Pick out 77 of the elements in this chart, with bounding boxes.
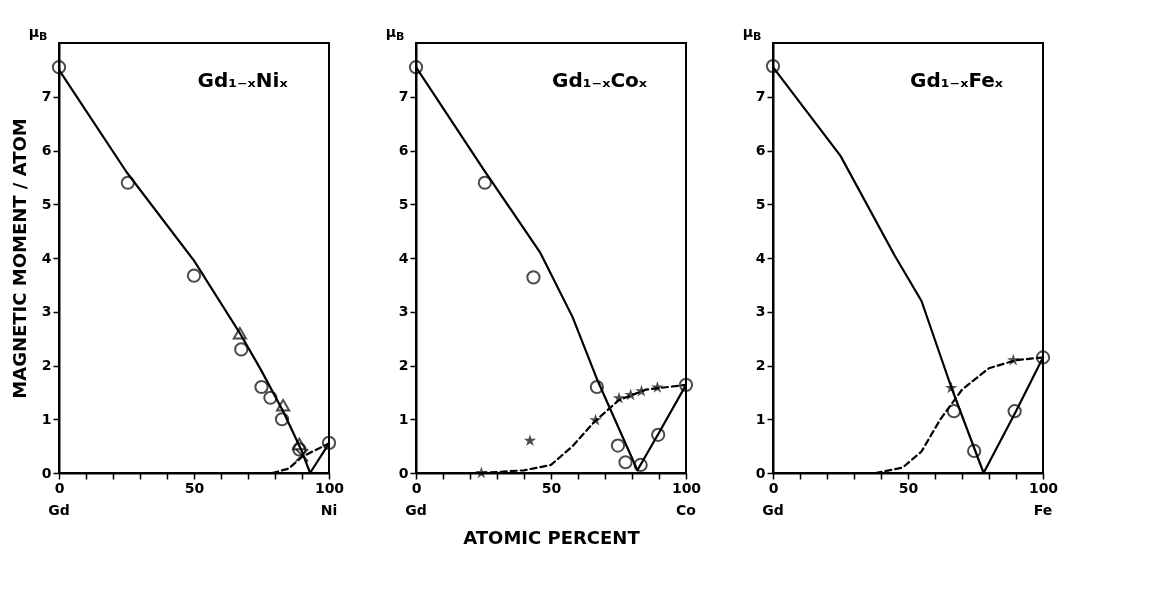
point (292, 437, 307, 451)
point (274, 412, 290, 427)
y-axis-title: MAGNETIC MOMENT / ATOM (8, 118, 30, 399)
x-tick-label: 50 (898, 479, 919, 496)
point (1035, 350, 1051, 365)
x-tick-label: 0 (54, 479, 65, 496)
y-tick-label: 3 (398, 303, 409, 320)
point (635, 384, 648, 397)
text: Gd₁₋ₓNiₓ (197, 68, 289, 92)
point (120, 175, 135, 190)
point (263, 390, 278, 405)
y-tick-label: 1 (755, 410, 766, 427)
point (523, 434, 537, 447)
point (589, 379, 605, 395)
y-tick-label: 2 (755, 357, 766, 373)
text: Gd (405, 502, 427, 518)
y-tick-label: 7 (755, 88, 766, 105)
text: Fe (1033, 502, 1053, 518)
point (321, 435, 337, 451)
y-tick-label: 5 (755, 195, 766, 212)
point (254, 379, 269, 395)
x-tick-label: 100 (1028, 479, 1059, 496)
point (526, 270, 541, 285)
point (651, 427, 666, 442)
x-tick-label: 100 (314, 479, 345, 496)
point (51, 60, 67, 75)
point (678, 377, 694, 392)
point (765, 59, 781, 74)
x-tick-label: 100 (671, 479, 702, 496)
point (618, 455, 633, 470)
point (633, 457, 648, 473)
y-tick-label: 6 (755, 142, 766, 158)
y-tick-label: 5 (398, 195, 409, 212)
point (1007, 353, 1020, 366)
y-tick-label: 4 (41, 249, 52, 266)
point (946, 404, 962, 419)
point (234, 342, 249, 357)
x-tick-label: 0 (768, 479, 779, 496)
text: Gd₁₋ₓCoₓ (552, 68, 648, 92)
point (1007, 404, 1022, 419)
y-tick-label: 5 (41, 195, 52, 212)
point (610, 438, 626, 453)
y-tick-label: 6 (398, 142, 409, 158)
y-tick-label: 4 (755, 249, 766, 266)
y-tick-label: 7 (41, 88, 52, 105)
text: Ni (320, 502, 338, 518)
y-tick-label: 6 (41, 142, 52, 158)
text: Co (676, 502, 697, 518)
point (945, 381, 958, 394)
x-tick-label: 50 (541, 479, 562, 496)
point (612, 391, 626, 404)
text: Gd₁₋ₓFeₓ (910, 68, 1004, 92)
x-axis-title: ATOMIC PERCENT (463, 526, 641, 548)
point (275, 398, 291, 412)
point (477, 175, 492, 190)
y-tick-label: 1 (41, 410, 52, 427)
y-tick-label: 0 (41, 464, 52, 481)
y-tick-label: 0 (755, 464, 766, 481)
y-tick-label: 0 (398, 464, 409, 481)
text: Gd (48, 502, 70, 518)
text: Gd (762, 502, 784, 518)
point (408, 60, 424, 75)
point (589, 413, 602, 426)
point (186, 268, 202, 283)
point (651, 381, 664, 393)
x-tick-label: 50 (184, 479, 205, 496)
y-tick-label: 1 (398, 410, 409, 427)
y-tick-label: 3 (41, 303, 52, 320)
y-tick-label: 7 (398, 88, 409, 105)
y-tick-label: 2 (398, 357, 409, 373)
point (232, 326, 248, 340)
point (967, 443, 982, 459)
y-tick-label: 3 (755, 303, 766, 320)
point (475, 466, 488, 479)
y-tick-label: 2 (41, 357, 52, 373)
y-tick-label: 4 (398, 249, 409, 266)
x-tick-label: 0 (411, 479, 422, 496)
